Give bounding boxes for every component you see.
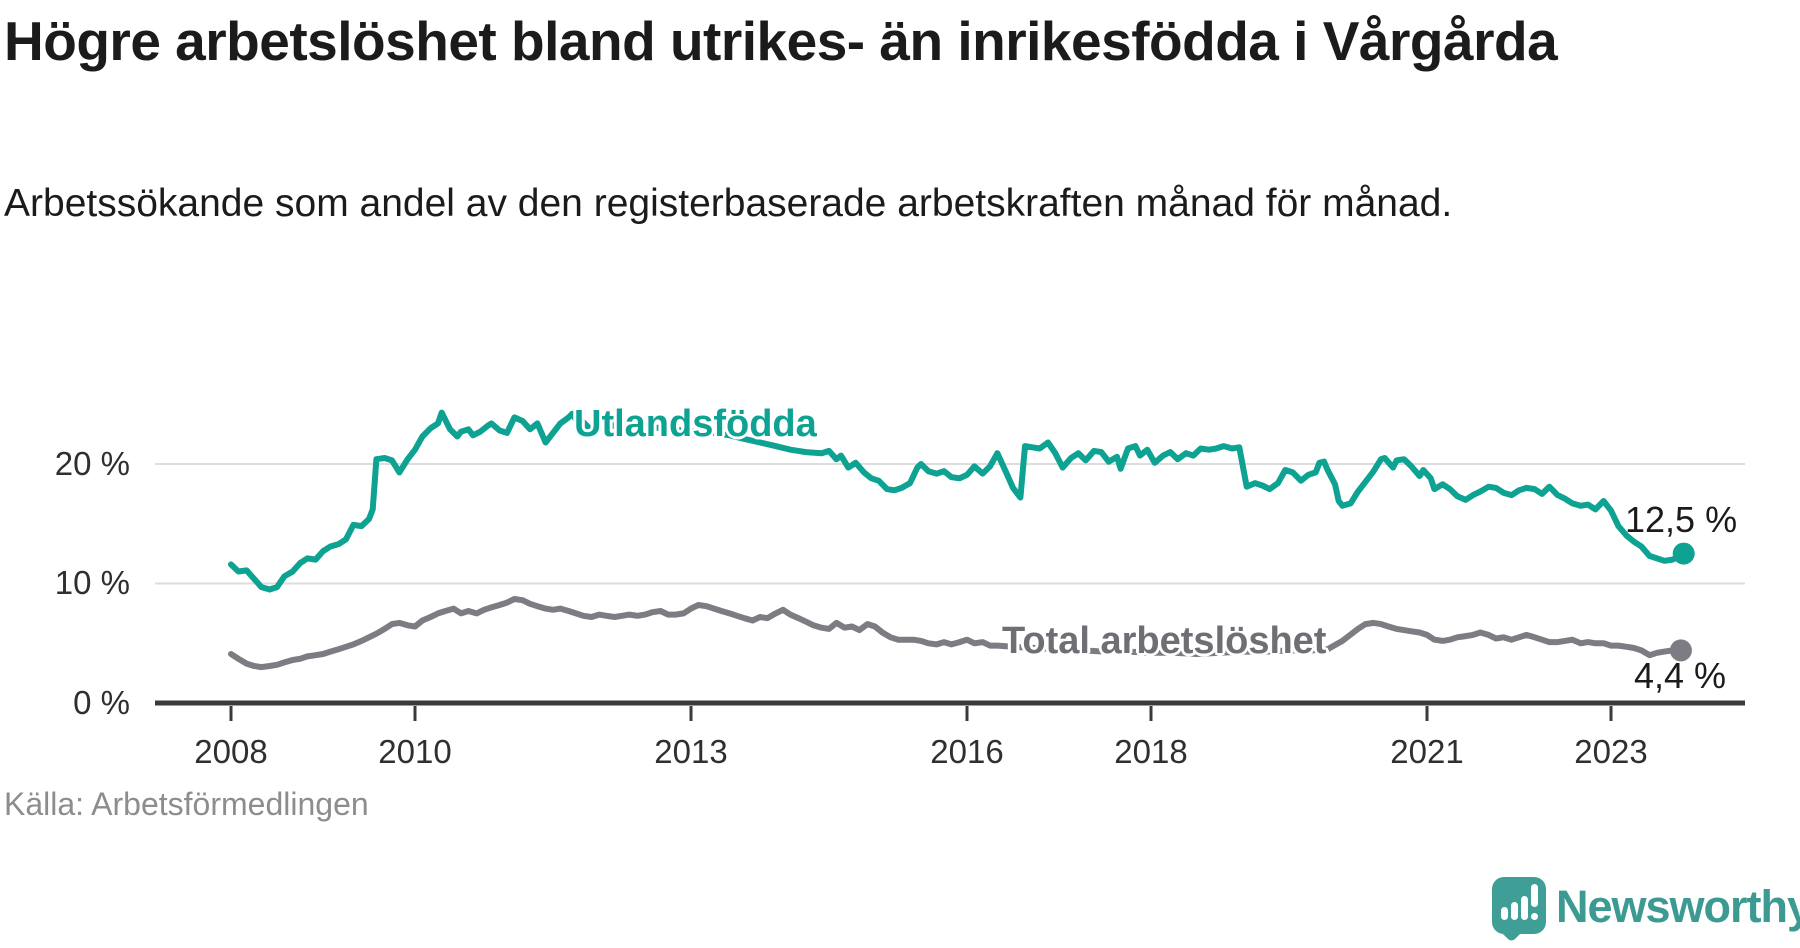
x-axis-tick-label-2016: 2016 xyxy=(930,733,1004,770)
x-axis-tick-label-2008: 2008 xyxy=(194,733,268,770)
newsworthy-wordmark: Newsworthy xyxy=(1556,881,1800,932)
logo-bar-icon xyxy=(1521,896,1528,920)
chart-subtitle: Arbetssökande som andel av den registerb… xyxy=(4,182,1453,225)
series-label-utlandsfodda: Utlandsfödda xyxy=(574,403,817,445)
y-axis-tick-label-20: 20 % xyxy=(54,445,130,482)
x-axis-tick-label-2010: 2010 xyxy=(378,733,452,770)
source-credit: Källa: Arbetsförmedlingen xyxy=(4,786,369,822)
x-axis-tick-label-2023: 2023 xyxy=(1574,733,1648,770)
logo-exclamation-dot-icon xyxy=(1531,913,1538,920)
logo-bar-icon xyxy=(1501,907,1508,920)
end-value-label-utlandsfodda: 12,5 % xyxy=(1625,499,1738,540)
y-axis-tick-label-10: 10 % xyxy=(54,564,130,601)
logo-exclamation-icon xyxy=(1531,884,1538,907)
bar-chart-speech-bubble-icon xyxy=(1492,877,1546,934)
x-axis-tick-label-2021: 2021 xyxy=(1390,733,1464,770)
x-axis-tick-label-2018: 2018 xyxy=(1114,733,1188,770)
page-title: Högre arbetslöshet bland utrikes- än inr… xyxy=(4,10,1558,72)
series-label-total-arbetsloshet: Total arbetslöshet xyxy=(1002,620,1327,662)
end-value-label-total: 4,4 % xyxy=(1634,655,1727,696)
logo-bar-icon xyxy=(1511,902,1518,920)
y-axis-tick-label-0: 0 % xyxy=(73,684,130,721)
newsworthy-logo: Newsworthy xyxy=(1492,876,1800,948)
x-axis-tick-label-2013: 2013 xyxy=(654,733,728,770)
